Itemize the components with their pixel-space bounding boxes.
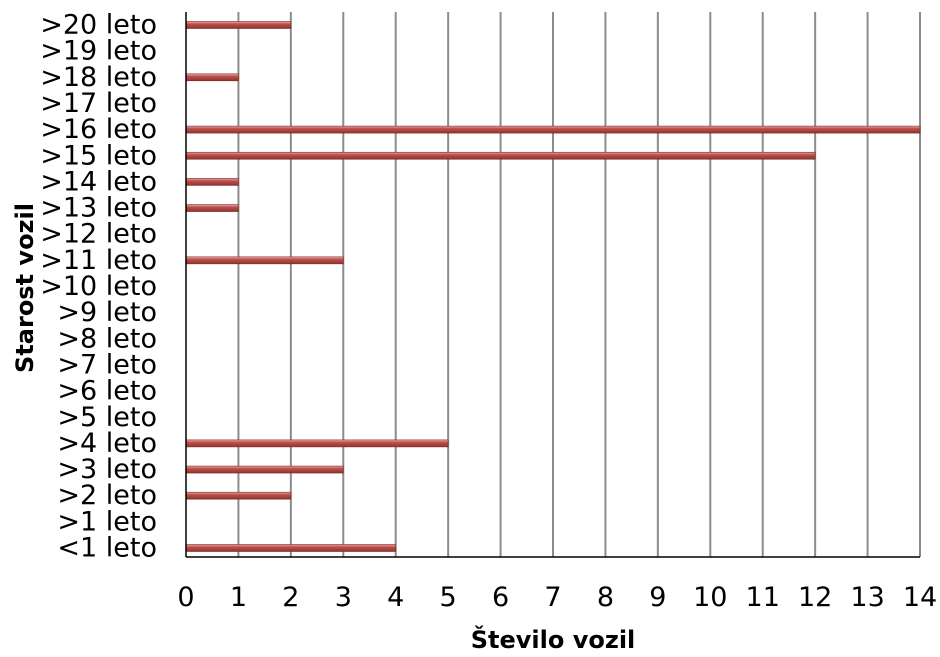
category-label: >14 leto bbox=[40, 166, 157, 197]
category-labels: >20 leto>19 leto>18 leto>17 leto>16 leto… bbox=[40, 10, 157, 564]
category-label: >15 leto bbox=[40, 140, 157, 171]
category-label: >3 leto bbox=[57, 454, 157, 485]
category-label: >6 leto bbox=[57, 376, 157, 407]
category-label: >17 leto bbox=[40, 88, 157, 119]
x-tick-label: 1 bbox=[230, 582, 247, 613]
category-label: >16 leto bbox=[40, 114, 157, 145]
category-label: >19 leto bbox=[40, 36, 157, 67]
category-label: >13 leto bbox=[40, 193, 157, 224]
category-label: >10 leto bbox=[40, 271, 157, 302]
category-label: >1 leto bbox=[57, 506, 157, 537]
category-label: <1 leto bbox=[57, 533, 157, 564]
bar bbox=[185, 178, 239, 186]
x-tick-label: 3 bbox=[335, 582, 352, 613]
bar bbox=[185, 151, 816, 160]
x-tick-label: 6 bbox=[492, 582, 509, 613]
category-label: >4 leto bbox=[57, 428, 157, 459]
bar bbox=[185, 465, 344, 474]
category-label: >7 leto bbox=[57, 349, 157, 380]
gridlines bbox=[237, 12, 921, 557]
bar bbox=[185, 21, 292, 29]
category-label: >2 leto bbox=[57, 480, 157, 511]
bar bbox=[185, 256, 344, 265]
x-tick-label: 9 bbox=[649, 582, 666, 613]
y-axis-title: Starost vozil bbox=[11, 203, 39, 373]
category-label: >8 leto bbox=[57, 323, 157, 354]
x-tick-label: 8 bbox=[597, 582, 614, 613]
x-tick-label: 5 bbox=[440, 582, 457, 613]
category-label: >5 leto bbox=[57, 402, 157, 433]
axes bbox=[185, 12, 920, 558]
x-tick-label: 7 bbox=[544, 582, 561, 613]
bar bbox=[185, 204, 239, 212]
bar bbox=[185, 125, 921, 134]
x-tick-label: 12 bbox=[798, 582, 832, 613]
x-tick-label: 2 bbox=[282, 582, 299, 613]
x-tick-label: 13 bbox=[850, 582, 884, 613]
x-tick-label: 14 bbox=[903, 582, 937, 613]
x-tick-label: 11 bbox=[746, 582, 780, 613]
bar bbox=[185, 544, 397, 552]
x-axis-title: Število vozil bbox=[471, 624, 636, 654]
category-label: >20 leto bbox=[40, 10, 157, 41]
bar bbox=[185, 73, 239, 82]
category-label: >18 leto bbox=[40, 62, 157, 93]
category-label: >9 leto bbox=[57, 297, 157, 328]
x-tick-labels: 0 1 2 3 4 5 6 7 8 9 10 11 12 13 14 bbox=[177, 582, 937, 613]
category-label: >12 leto bbox=[40, 219, 157, 250]
bar bbox=[185, 491, 292, 500]
x-tick-label: 0 bbox=[177, 582, 194, 613]
x-tick-label: 4 bbox=[387, 582, 404, 613]
category-label: >11 leto bbox=[40, 245, 157, 276]
bar bbox=[185, 439, 449, 448]
x-tick-label: 10 bbox=[693, 582, 727, 613]
